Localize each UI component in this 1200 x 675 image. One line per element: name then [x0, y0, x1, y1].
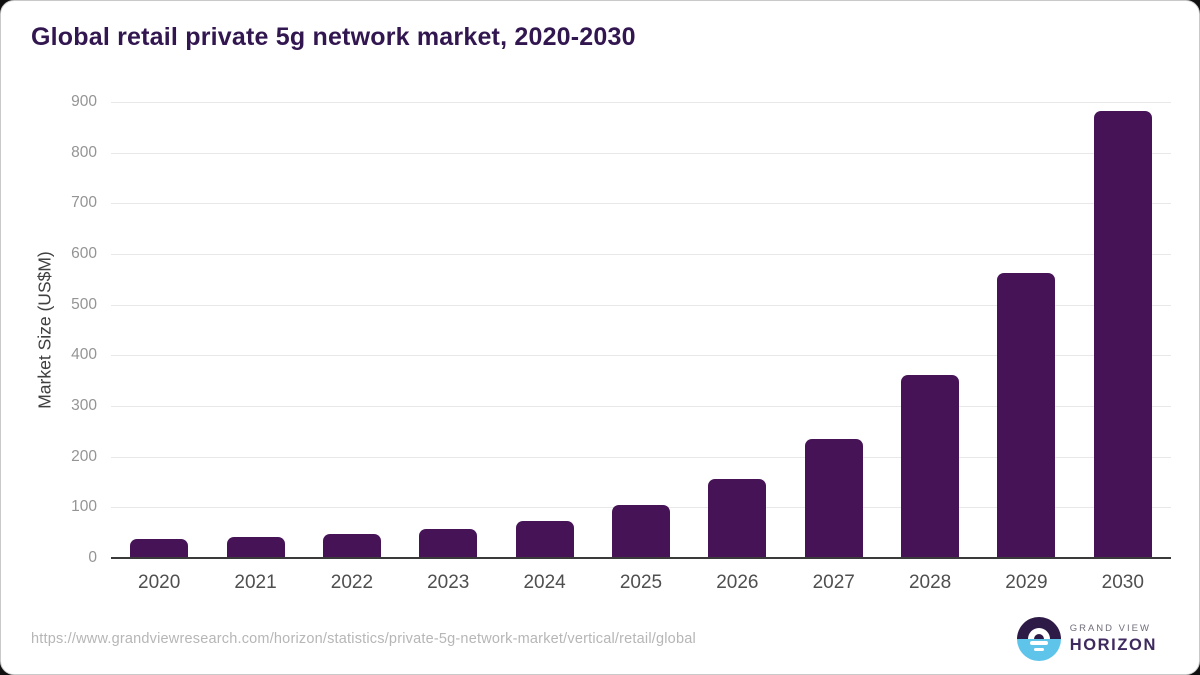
y-tick-label-300: 300 [71, 397, 97, 414]
y-tick-label-100: 100 [71, 498, 97, 516]
x-tick-label-2024: 2024 [523, 572, 566, 593]
x-axis-line [111, 557, 1171, 559]
bar-2024 [515, 520, 574, 558]
horizon-sunrise-icon [1016, 617, 1061, 661]
gridline-600 [111, 254, 1171, 255]
gridline-400 [111, 355, 1171, 357]
bar-2028 [901, 375, 960, 558]
horizon-reflection-line-2 [1033, 648, 1044, 651]
x-tick-label-2027: 2027 [812, 572, 855, 593]
bar-2022 [322, 534, 381, 558]
bar-2020 [130, 539, 189, 558]
bar-2030 [1093, 111, 1152, 558]
bar-2027 [804, 438, 863, 558]
x-tick-label-2023: 2023 [427, 572, 470, 593]
y-tick-label-200: 200 [71, 447, 97, 465]
y-tick-label-0: 0 [88, 549, 97, 566]
y-axis-title: Market Size (US$M) [34, 251, 55, 409]
gridline-500 [111, 304, 1171, 306]
y-tick-label-700: 700 [71, 194, 97, 212]
x-tick-label-2026: 2026 [716, 572, 759, 593]
gridline-300 [111, 406, 1171, 407]
y-tick-label-400: 400 [71, 346, 97, 364]
gridline-700 [111, 203, 1171, 205]
plot-area: 0 100 200 300 400 500 600 700 800 900 2020 2021 2022… [71, 93, 1171, 593]
x-tick-label-2030: 2030 [1101, 572, 1144, 593]
gridline-800 [111, 152, 1171, 154]
bar-2026 [708, 478, 767, 558]
horizon-reflection-line-1 [1029, 641, 1048, 645]
x-tick-label-2020: 2020 [138, 572, 181, 593]
logo-text: GRAND VIEW HORIZON [1070, 623, 1157, 655]
sun-arch-shape [1027, 628, 1050, 639]
gridline-200 [111, 456, 1171, 458]
y-tick-label-500: 500 [71, 295, 97, 313]
x-tick-label-2028: 2028 [908, 572, 952, 593]
x-tick-label-2022: 2022 [330, 572, 374, 593]
bar-2025 [612, 504, 670, 558]
x-tick-label-2021: 2021 [234, 572, 277, 593]
grand-view-horizon-logo: GRAND VIEW HORIZON [1016, 617, 1157, 661]
bar-2021 [226, 537, 285, 558]
logo-text-horizon: HORIZON [1069, 636, 1157, 654]
bar-2029 [997, 272, 1056, 558]
chart-title: Global retail private 5g network market,… [31, 23, 636, 51]
logo-text-grand-view: GRAND VIEW [1069, 623, 1151, 634]
y-tick-label-600: 600 [71, 245, 97, 262]
gridline-900 [111, 102, 1171, 103]
sun-arch-hole [1033, 634, 1044, 639]
y-tick-label-900: 900 [71, 93, 97, 110]
source-url: https://www.grandviewresearch.com/horizo… [31, 631, 696, 647]
bar-2023 [419, 529, 478, 558]
y-tick-label-800: 800 [71, 143, 97, 161]
x-tick-label-2029: 2029 [1005, 572, 1048, 593]
x-tick-label-2025: 2025 [619, 572, 663, 593]
